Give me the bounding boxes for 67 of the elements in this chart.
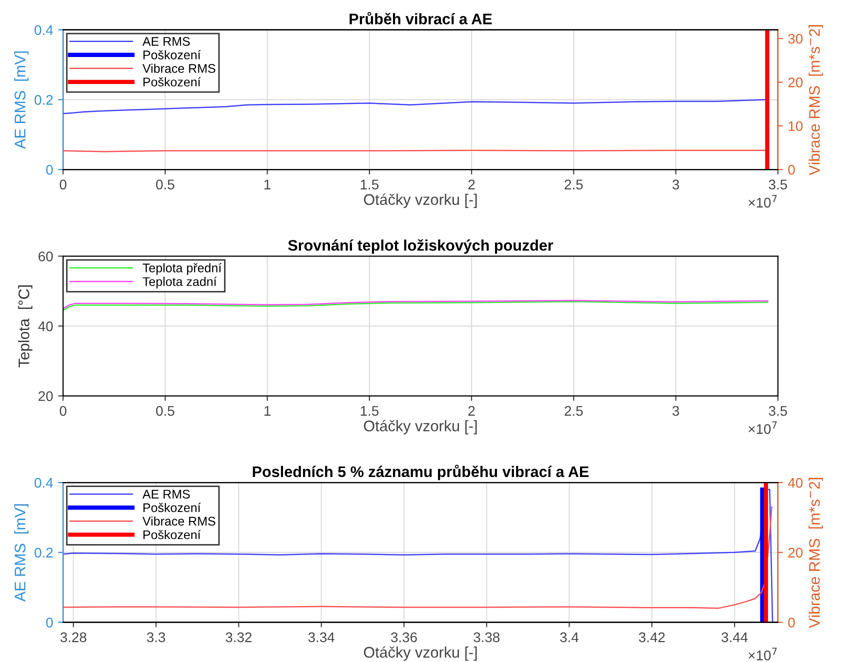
line-series — [63, 99, 766, 114]
x-tick-label: 3.5 — [768, 180, 787, 190]
x-tick-label: 1 — [264, 180, 271, 190]
x-tick-label: 0.5 — [156, 180, 174, 190]
x-tick-label: 3.5 — [768, 406, 787, 416]
line-series — [63, 488, 774, 622]
chart-title: Srovnání teplot ložiskových pouzder — [288, 239, 554, 254]
x-tick-label: 2.5 — [564, 406, 583, 416]
x-tick-label: 3.42 — [638, 632, 665, 642]
y-axis-title: AE RMS [mV] — [14, 52, 28, 149]
y2-tick-label: 0 — [788, 164, 795, 175]
y-tick-label: 0 — [46, 618, 53, 628]
y-tick-label: 0.4 — [34, 478, 53, 488]
x-tick-label: 3 — [672, 406, 680, 416]
legend-label: Teplota zadní — [142, 276, 217, 289]
x-tick-label: 2 — [468, 406, 475, 416]
y-axis-title: AE RMS [mV] — [14, 504, 28, 602]
x-tick-label: 3 — [672, 180, 680, 190]
x-tick-label: 3.38 — [474, 632, 500, 642]
y-tick-label: 0.2 — [34, 548, 53, 558]
y2-tick-label: 20 — [788, 548, 803, 558]
legend-label: Vibrace RMS — [142, 516, 216, 526]
x-tick-label: 3.36 — [390, 632, 417, 642]
x-axis-title: Otáčky vzorku [-] — [364, 646, 477, 661]
y-tick-label: 0.2 — [34, 94, 53, 105]
y2-tick-label: 30 — [788, 34, 803, 44]
y2-tick-label: 10 — [788, 121, 803, 132]
x-tick-label: 3.44 — [722, 632, 748, 642]
legend-label: AE RMS — [142, 36, 190, 46]
x-tick-label: 0 — [60, 180, 66, 190]
text: ×10$^{7}$ — [748, 195, 777, 208]
legend-label: AE RMS — [142, 490, 190, 499]
y-axis-title: Teplota [°C] — [18, 285, 32, 368]
y2-tick-label: 20 — [788, 78, 803, 88]
text: ×10$^{7}$ — [748, 648, 777, 660]
x-tick-label: 2.5 — [564, 180, 583, 190]
y2-tick-label: 40 — [788, 478, 803, 488]
x-tick-label: 0.5 — [156, 406, 174, 416]
y-tick-label: 20 — [38, 391, 53, 402]
x-tick-label: 3.28 — [60, 632, 86, 642]
text: ×10$^{7}$ — [748, 421, 777, 434]
y2-axis-title: Vibrace RMS [m*s$^{−}$2] — [808, 478, 823, 628]
y-tick-label: 40 — [38, 321, 53, 332]
legend-label: Poškození — [143, 50, 201, 60]
x-axis-title: Otáčky vzorku [-] — [364, 420, 477, 434]
legend-label: Poškození — [143, 530, 201, 540]
x-tick-label: 1 — [264, 406, 271, 416]
legend-label: Vibrace RMS — [142, 64, 216, 73]
x-axis-title: Otáčky vzorku [-] — [364, 194, 477, 208]
x-tick-label: 1.5 — [360, 406, 379, 416]
legend-label: Poškození — [143, 502, 201, 512]
x-tick-label: 3.32 — [226, 632, 252, 642]
x-tick-label: 0 — [60, 406, 66, 416]
x-tick-label: 3.4 — [560, 632, 579, 642]
y2-tick-label: 0 — [788, 618, 795, 628]
chart-title: Posledních 5 % záznamu průběhu vibrací a AE — [252, 464, 589, 480]
chart-title: Průběh vibrací a AE — [350, 12, 492, 24]
y-tick-label: 0.4 — [34, 25, 53, 35]
y-tick-label: 0 — [46, 164, 53, 175]
x-tick-label: 2 — [468, 180, 475, 190]
x-tick-label: 3.3 — [146, 632, 166, 642]
legend-label: Poškození — [143, 77, 201, 86]
y-tick-label: 60 — [38, 252, 53, 262]
legend-label: Teplota přední — [142, 263, 222, 275]
y2-axis-title: Vibrace RMS [m*s$^{−}$2] — [808, 25, 823, 176]
x-tick-label: 1.5 — [360, 180, 379, 190]
x-tick-label: 3.34 — [308, 632, 334, 642]
